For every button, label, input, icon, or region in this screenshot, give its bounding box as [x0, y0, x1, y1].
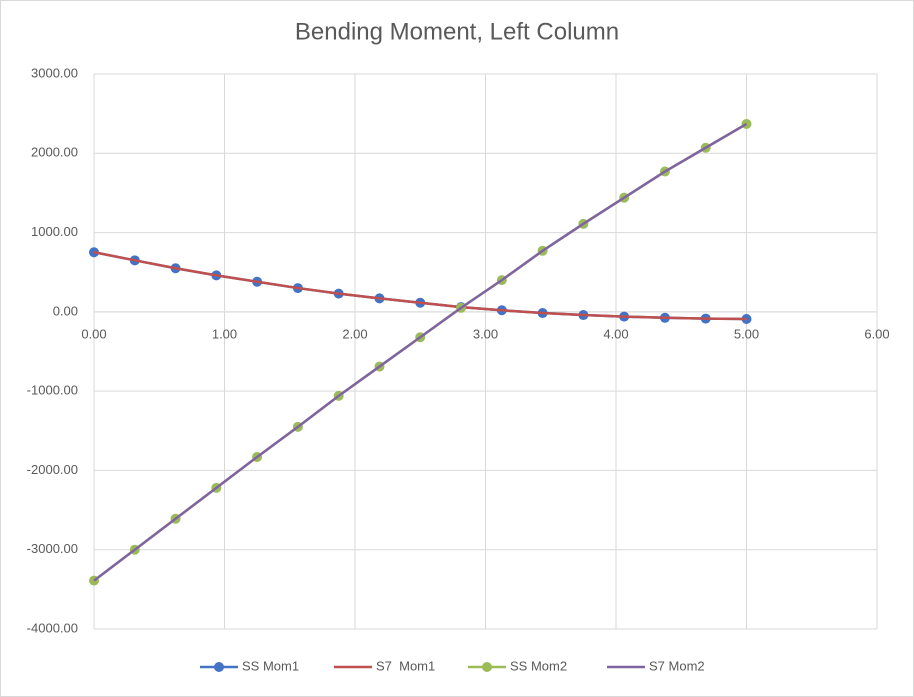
y-tick-label: -3000.00 [27, 541, 78, 556]
x-tick-label: 0.00 [81, 326, 106, 341]
chart-title: Bending Moment, Left Column [295, 18, 619, 45]
legend-label: SS Mom1 [242, 658, 299, 673]
y-tick-label: 0.00 [53, 303, 78, 318]
x-tick-label: 4.00 [603, 326, 628, 341]
y-tick-label: -4000.00 [27, 620, 78, 635]
legend-label: S7 Mom2 [649, 658, 705, 673]
y-tick-label: 1000.00 [31, 224, 78, 239]
y-tick-label: -2000.00 [27, 462, 78, 477]
x-tick-label: 1.00 [212, 326, 237, 341]
legend-label: S7 Mom1 [376, 658, 435, 673]
y-tick-label: 2000.00 [31, 145, 78, 160]
x-tick-label: 6.00 [864, 326, 889, 341]
legend-marker [214, 662, 224, 672]
y-tick-label: -1000.00 [27, 383, 78, 398]
series-line [93, 251, 747, 321]
x-tick-label: 3.00 [473, 326, 498, 341]
x-tick-label: 2.00 [342, 326, 367, 341]
x-tick-label: 5.00 [734, 326, 759, 341]
legend-label: SS Mom2 [510, 658, 567, 673]
y-tick-label: 3000.00 [31, 65, 78, 80]
series-line [93, 122, 748, 582]
legend-marker [482, 662, 492, 672]
